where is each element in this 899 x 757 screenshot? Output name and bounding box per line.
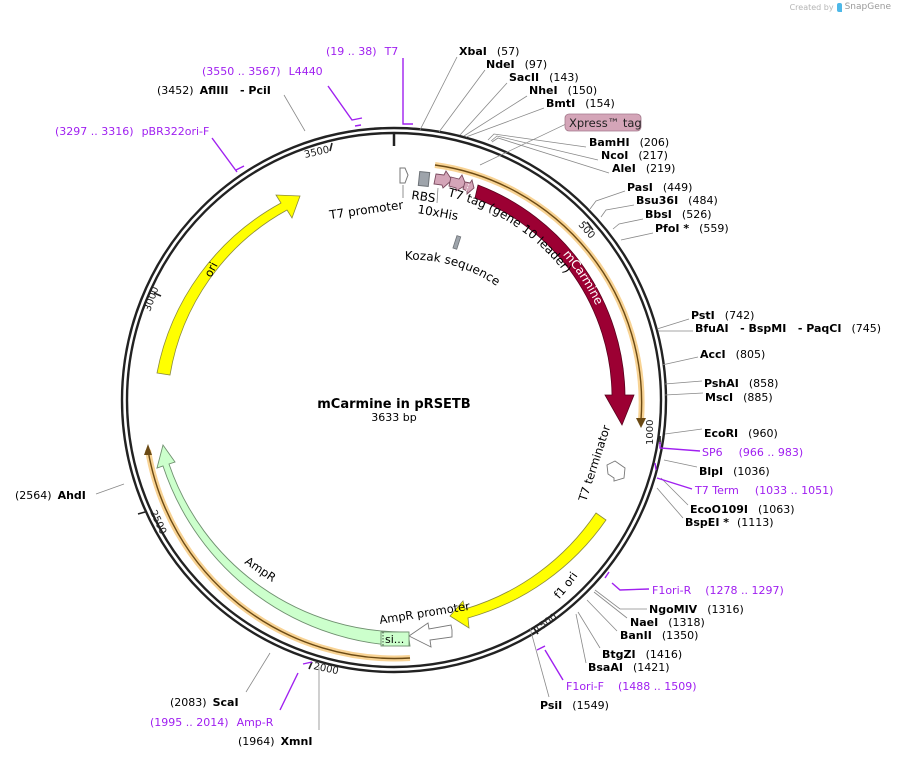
enzyme-site[interactable]: MscI (885) [705, 391, 773, 404]
feature-ampr-promoter[interactable] [408, 622, 453, 648]
ori-label: ori [201, 260, 220, 280]
enzyme-site[interactable]: (2083) ScaI [170, 696, 239, 709]
enzyme-site[interactable]: BbsI (526) [645, 208, 712, 221]
label-rbs: RBS [411, 188, 437, 205]
enzyme-site[interactable]: (2564) AhdI [15, 489, 86, 502]
orf-mcarmine[interactable] [434, 162, 646, 428]
primer-site[interactable]: (19 .. 38) T7 [326, 45, 398, 58]
primer-markers [211, 58, 701, 711]
feature-t7-tag[interactable] [448, 174, 467, 192]
enzyme-labels: XbaI (57) NdeI (97) SacII (143) NheI (150) B… [15, 45, 881, 748]
tick-label: 1000 [645, 420, 656, 445]
feature-xpress-tag[interactable] [462, 178, 475, 195]
feature-ori[interactable]: ori [156, 194, 301, 376]
feature-ampr[interactable]: si... [156, 443, 411, 647]
plasmid-length: 3633 bp [371, 411, 416, 424]
label-kozak-wrap: Kozak sequence [405, 249, 503, 289]
enzyme-site[interactable]: BtgZI (1416) [602, 648, 682, 661]
enzyme-site[interactable]: AleI (219) [612, 162, 675, 175]
svg-text:mCarmine: mCarmine [560, 247, 606, 307]
enzyme-site[interactable]: (1964) XmnI [238, 735, 312, 748]
enzyme-site[interactable]: AccI (805) [700, 348, 765, 361]
primer-site[interactable]: T7 Term (1033 .. 1051) [694, 484, 833, 497]
feature-t7-promoter[interactable] [399, 167, 409, 198]
tick-label: 2000 [312, 661, 339, 677]
feature-kozak[interactable] [452, 235, 462, 250]
enzyme-site[interactable]: PsiI (1549) [540, 699, 609, 712]
feature-signal-seq[interactable] [380, 631, 410, 647]
snapgene-logo-icon [836, 2, 842, 12]
enzyme-site[interactable]: EcoRI (960) [704, 427, 778, 440]
plasmid-title: mCarmine in pRSETB [317, 397, 470, 412]
enzyme-site[interactable]: NcoI (217) [601, 149, 668, 162]
enzyme-site[interactable]: EcoO109I (1063) [690, 503, 795, 516]
enzyme-site[interactable]: PasI (449) [627, 181, 692, 194]
primer-site[interactable]: F1ori-F (1488 .. 1509) [566, 680, 697, 693]
enzyme-site[interactable]: PshAI (858) [704, 377, 778, 390]
primer-site[interactable]: (3550 .. 3567) L4440 [202, 65, 323, 78]
enzyme-site[interactable]: NheI (150) [529, 84, 597, 97]
feature-t7-terminator[interactable] [606, 460, 626, 482]
snapgene-credit: Created by SnapGene [790, 2, 891, 12]
enzyme-site[interactable]: PstI (742) [691, 309, 754, 322]
enzyme-site[interactable]: SacII (143) [509, 71, 579, 84]
signal-seq-label: si... [385, 633, 404, 646]
enzyme-site[interactable]: PfoI * (559) [655, 222, 729, 235]
primer-site[interactable]: (3297 .. 3316) pBR322ori-F [55, 125, 209, 138]
enzyme-site[interactable]: BmtI (154) [546, 97, 615, 110]
enzyme-site[interactable]: BfuAI - BspMI - PaqCI (745) [695, 322, 881, 335]
label-kozak: Kozak sequence [405, 249, 503, 289]
label-t7-terminator: T7 terminator [575, 423, 613, 504]
primer-site[interactable]: F1ori-R (1278 .. 1297) [652, 584, 784, 597]
enzyme-site[interactable]: BsaAI (1421) [588, 661, 670, 674]
primer-site[interactable]: (1995 .. 2014) Amp-R [150, 716, 274, 729]
primer-labels: (19 .. 38) T7 (3550 .. 3567) L4440 (3297 .… [55, 45, 833, 729]
enzyme-site[interactable]: NgoMIV (1316) [649, 603, 744, 616]
orf-ampr[interactable] [144, 444, 411, 662]
enzyme-site[interactable]: BanII (1350) [620, 629, 698, 642]
tick-label: 1500 [532, 612, 559, 636]
primer-site[interactable]: SP6 (966 .. 983) [702, 446, 803, 459]
enzyme-site[interactable]: NdeI (97) [486, 58, 547, 71]
feature-his-tag[interactable] [433, 170, 453, 189]
enzyme-site[interactable]: BspEI * (1113) [685, 516, 774, 529]
enzyme-site[interactable]: XbaI (57) [459, 45, 519, 58]
xpress-tag-callout[interactable]: Xpress™ tag [479, 113, 642, 166]
leader-his [436, 187, 439, 204]
enzyme-site[interactable]: (3452) AflIII - PciI [157, 84, 271, 97]
enzyme-site[interactable]: Bsu36I (484) [636, 194, 718, 207]
mcarmine-label: mCarmine [560, 247, 606, 307]
feature-f1-ori[interactable]: f1 ori [449, 512, 607, 629]
xpress-tag-label: Xpress™ tag [569, 116, 642, 130]
label-his-tag: 10xHis [416, 202, 459, 223]
label-t7-promoter: T7 promoter [327, 198, 404, 222]
enzyme-leader-lines [95, 56, 704, 730]
credit-brand: SnapGene [844, 2, 891, 12]
label-ampr-promoter: AmpR promoter [378, 599, 471, 627]
enzyme-site[interactable]: BamHI (206) [589, 136, 669, 149]
feature-rbs[interactable] [417, 170, 431, 188]
enzyme-site[interactable]: NaeI (1318) [630, 616, 705, 629]
enzyme-site[interactable]: BlpI (1036) [699, 465, 770, 478]
credit-prefix: Created by [789, 2, 834, 12]
